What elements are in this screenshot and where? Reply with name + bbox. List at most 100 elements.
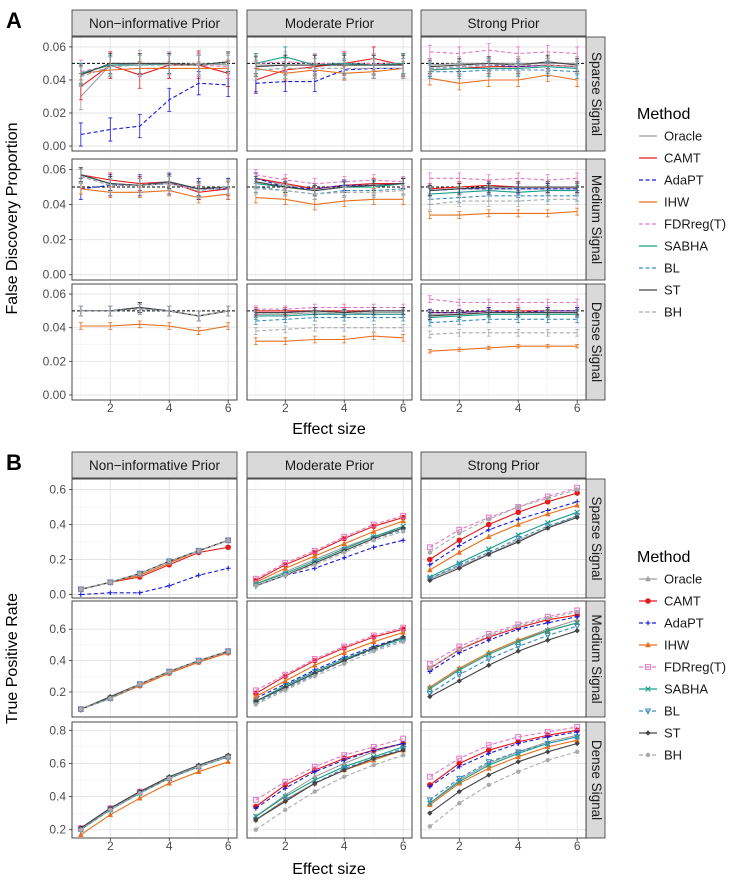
- column-strip: [71, 9, 238, 37]
- data-point: [283, 573, 288, 578]
- data-point: [457, 801, 462, 806]
- series-line: [255, 197, 404, 206]
- data-point: [457, 647, 462, 652]
- error-bar: [516, 328, 521, 337]
- error-bar: [226, 179, 231, 195]
- data-point: [253, 827, 259, 832]
- error-bar: [253, 308, 258, 317]
- legend-label: FDRreg(T): [664, 217, 726, 232]
- series-line: [429, 736, 578, 801]
- series-line: [429, 492, 578, 560]
- error-bar: [312, 58, 317, 79]
- data-point: [311, 763, 318, 770]
- series-line: [429, 69, 578, 73]
- data-point: [371, 544, 377, 550]
- x-axis-title: Effect size: [292, 421, 366, 438]
- legend-entry: IHW: [639, 195, 690, 210]
- legend-label: Oracle: [664, 129, 702, 144]
- data-point: [544, 510, 551, 517]
- y-tick-label: 0.04: [43, 198, 67, 212]
- panel-background: [247, 159, 412, 280]
- legend-entry: AdaPT: [639, 616, 704, 631]
- data-point: [573, 623, 581, 630]
- data-point: [225, 538, 231, 543]
- series-line: [255, 639, 404, 704]
- row-strip-label: Sparse Signal: [589, 496, 604, 580]
- error-bar: [78, 322, 83, 330]
- series-line: [429, 61, 578, 68]
- panel-background: [247, 37, 412, 151]
- error-bar: [342, 323, 347, 332]
- data-point: [342, 550, 347, 555]
- data-point: [486, 637, 492, 643]
- series-line: [255, 742, 404, 809]
- error-bar: [427, 61, 432, 76]
- data-point: [252, 687, 259, 694]
- data-point: [400, 735, 407, 742]
- error-bar: [108, 56, 113, 78]
- data-point: [544, 627, 551, 634]
- data-point: [370, 743, 377, 750]
- data-point: [515, 643, 522, 651]
- legend-label: IHW: [664, 638, 690, 653]
- data-point: [427, 562, 433, 568]
- series-line: [255, 749, 404, 821]
- series-line: [255, 738, 404, 801]
- error-bar: [516, 209, 521, 218]
- facet-panel: [71, 721, 238, 839]
- legend-entry: CAMT: [639, 594, 701, 609]
- legend-key-marker: [644, 708, 652, 715]
- data-point: [486, 662, 492, 669]
- error-bar: [427, 211, 432, 220]
- data-point: [574, 740, 580, 747]
- x-tick-label: 2: [456, 401, 463, 415]
- error-bar: [196, 327, 201, 335]
- data-point: [515, 504, 522, 510]
- x-tick-label: 6: [225, 401, 232, 415]
- panel-background: [72, 284, 237, 400]
- series-line: [80, 567, 229, 596]
- data-point: [456, 565, 463, 572]
- column-strip-label: Moderate Prior: [285, 458, 375, 473]
- facet-panel: [420, 721, 587, 839]
- panel-border: [420, 600, 587, 718]
- column-strip: [71, 451, 238, 479]
- panel-background: [421, 479, 586, 598]
- series-line: [255, 313, 404, 317]
- data-point: [78, 827, 84, 832]
- series-line: [429, 195, 578, 200]
- row-strip-label: Medium Signal: [589, 175, 604, 264]
- series-line: [80, 650, 229, 710]
- facet-panel: [246, 36, 413, 152]
- x-tick-label: 4: [341, 839, 348, 853]
- data-point: [456, 667, 463, 673]
- data-point: [282, 798, 289, 805]
- facet-panel: [71, 158, 238, 281]
- series-line: [429, 630, 578, 698]
- legend-key-marker: [645, 620, 651, 626]
- y-tick-label: 0.4: [49, 654, 66, 668]
- data-point: [196, 572, 202, 578]
- column-strip-label: Non−informative Prior: [89, 16, 220, 31]
- column-strip-label: Strong Prior: [467, 16, 540, 31]
- error-bar: [167, 87, 172, 112]
- y-tick-label: 0.6: [49, 756, 66, 770]
- error-bar: [457, 328, 462, 337]
- series-line: [429, 211, 578, 216]
- facet-panel: [246, 478, 413, 599]
- data-point: [516, 504, 521, 510]
- series-line: [429, 313, 578, 319]
- error-bar: [108, 305, 113, 317]
- error-bar: [371, 332, 376, 340]
- data-point: [400, 747, 406, 753]
- data-point: [574, 729, 580, 735]
- data-point: [515, 536, 522, 543]
- data-point: [544, 632, 551, 640]
- error-bar: [545, 308, 550, 317]
- legend-label: ST: [664, 283, 681, 298]
- series-line: [429, 64, 578, 69]
- panel-background: [72, 159, 237, 280]
- data-point: [311, 661, 318, 668]
- legend-title: Method: [637, 106, 690, 123]
- data-point: [311, 547, 318, 554]
